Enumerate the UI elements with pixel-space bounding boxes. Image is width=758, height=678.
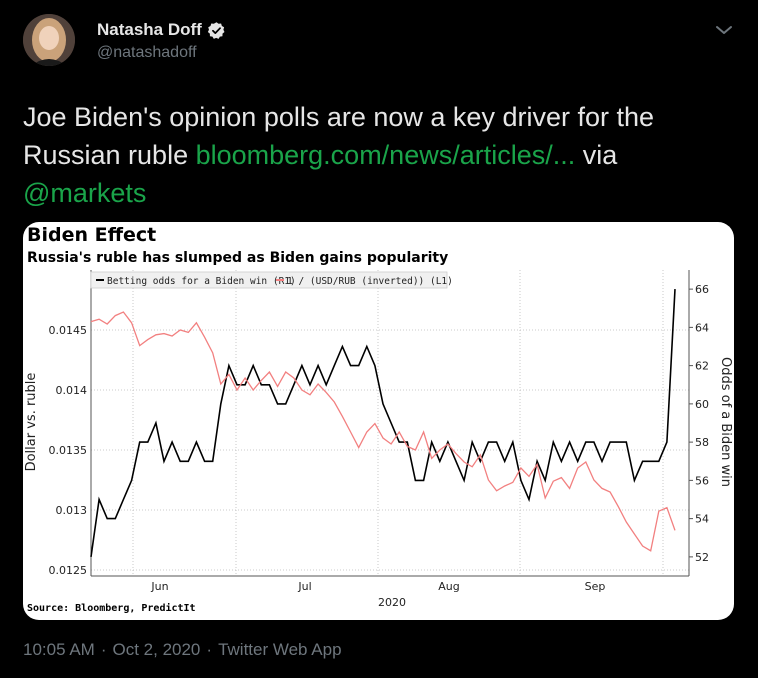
- tweet-footer: 10:05 AM · Oct 2, 2020 · Twitter Web App: [23, 640, 348, 660]
- author-handle[interactable]: @natashadoff: [97, 44, 197, 61]
- x-tick-label: Jun: [150, 580, 168, 593]
- tweet-date[interactable]: Oct 2, 2020: [112, 640, 201, 659]
- y-right-tick-label: 56: [695, 474, 709, 487]
- tweet-text: Joe Biden's opinion polls are now a key …: [23, 98, 733, 212]
- markets-mention-link[interactable]: @markets: [23, 178, 147, 208]
- legend-box: [90, 271, 448, 289]
- y-right-tick-label: 60: [695, 398, 709, 411]
- avatar-portrait: [23, 14, 75, 66]
- y-left-tick-label: 0.0125: [49, 564, 88, 577]
- footer-separator: ·: [100, 640, 107, 659]
- tweet-time[interactable]: 10:05 AM: [23, 640, 95, 659]
- y-left-tick-label: 0.014: [56, 384, 88, 397]
- verified-badge-icon: [207, 21, 225, 39]
- legend-label-ruble: 1 / (USD/RUB (inverted)) (L1): [287, 276, 453, 287]
- chevron-down-icon[interactable]: [715, 24, 733, 36]
- x-tick-label: Sep: [585, 580, 606, 593]
- footer-separator: ·: [206, 640, 213, 659]
- y-left-tick-label: 0.0135: [49, 444, 88, 457]
- legend-label-betting-odds: Betting odds for a Biden win (R1): [107, 276, 296, 287]
- y-right-tick-label: 66: [695, 283, 709, 296]
- tweet-source-app: Twitter Web App: [218, 640, 342, 659]
- via-text: via: [575, 140, 618, 170]
- chart-title: Biden Effect: [27, 224, 157, 246]
- x-tick-label: Aug: [438, 580, 459, 593]
- author-block: Natasha Doff @natashadoff: [97, 20, 226, 62]
- chart-canvas: 0.0145 0.014 0.0135 0.013 0.0125 66 64 62 60 58 56…: [24, 270, 733, 609]
- y-right-tick-label: 58: [695, 436, 709, 449]
- chart-subtitle: Russia's ruble has slumped as Biden gain…: [27, 250, 449, 266]
- y-left-tick-label: 0.013: [56, 504, 88, 517]
- y-right-tick-label: 54: [695, 513, 709, 526]
- y-right-tick-label: 52: [695, 551, 709, 564]
- x-axis-label: 2020: [378, 596, 406, 609]
- author-name[interactable]: Natasha Doff: [97, 20, 202, 39]
- chart-image-card[interactable]: Biden Effect Russia's ruble has slumped …: [23, 222, 734, 620]
- y-left-tick-label: 0.0145: [49, 324, 88, 337]
- article-link[interactable]: bloomberg.com/news/articles/...: [195, 140, 576, 170]
- avatar[interactable]: [23, 14, 75, 66]
- series-line-betting-odds: [90, 289, 676, 558]
- y-right-tick-label: 62: [695, 360, 709, 373]
- series-line-ruble: [90, 311, 676, 552]
- chart-source: Source: Bloomberg, PredictIt: [27, 603, 196, 614]
- y-right-tick-label: 64: [695, 321, 709, 334]
- y-right-axis-label: Odds of a Biden win: [718, 357, 733, 487]
- y-left-axis-label: Dollar vs. ruble: [24, 373, 39, 472]
- x-tick-label: Jul: [297, 580, 311, 593]
- tweet-body: Joe Biden's opinion polls are now a key …: [23, 102, 655, 170]
